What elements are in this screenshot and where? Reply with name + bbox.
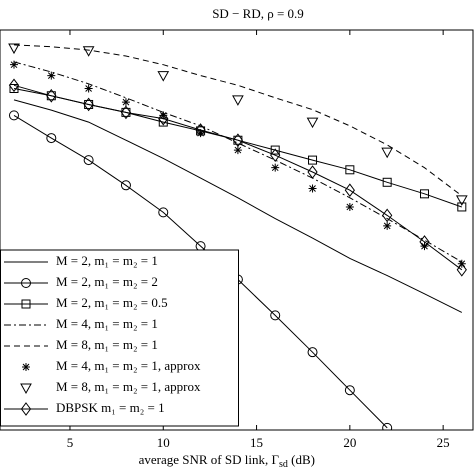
marker-diamond bbox=[232, 133, 244, 148]
marker-star bbox=[345, 202, 354, 211]
marker-square bbox=[457, 202, 467, 212]
marker-triangle bbox=[455, 195, 468, 206]
marker-star bbox=[271, 163, 280, 172]
legend-label: M = 8, m₁ = m₂ = 1, approx bbox=[56, 379, 201, 394]
marker-circle bbox=[8, 110, 19, 121]
legend-marker bbox=[22, 363, 30, 371]
marker-triangle bbox=[157, 71, 170, 82]
marker-circle bbox=[270, 310, 281, 321]
marker-square bbox=[270, 145, 280, 155]
marker-diamond bbox=[195, 123, 206, 137]
marker-star bbox=[9, 60, 18, 69]
marker-triangle bbox=[8, 43, 20, 55]
marker-diamond bbox=[158, 111, 169, 126]
marker-square bbox=[382, 177, 392, 187]
marker-star bbox=[383, 221, 392, 230]
marker-circle bbox=[307, 347, 318, 358]
chart-title: SD − RD, ρ = 0.9 bbox=[212, 6, 304, 21]
legend-marker bbox=[21, 278, 31, 288]
series bbox=[13, 99, 463, 313]
legend-label: DBPSK m₁ = m₂ = 1 bbox=[56, 400, 165, 415]
legend-box bbox=[0, 249, 239, 427]
marker-star bbox=[84, 84, 93, 93]
legend-label: M = 4, m₁ = m₂ = 1, approx bbox=[56, 358, 201, 373]
x-axis-label-sub: sd bbox=[279, 459, 288, 470]
marker-star bbox=[233, 146, 242, 155]
marker-star bbox=[420, 242, 429, 251]
x-tick-label: 5 bbox=[67, 435, 74, 450]
series-line bbox=[13, 114, 388, 429]
marker-circle bbox=[158, 207, 169, 218]
plot-frame bbox=[0, 29, 474, 431]
series-line bbox=[13, 44, 463, 197]
series bbox=[13, 44, 463, 197]
marker-circle bbox=[46, 133, 57, 144]
marker-triangle bbox=[306, 117, 319, 129]
x-axis-label-tail: (dB) bbox=[288, 452, 315, 467]
marker-diamond bbox=[419, 235, 430, 249]
x-tick-label: 25 bbox=[437, 435, 450, 450]
marker-diamond bbox=[456, 262, 467, 277]
x-tick-label: 15 bbox=[250, 435, 263, 450]
marker-circle bbox=[382, 422, 393, 430]
series-line bbox=[13, 61, 463, 263]
marker-square bbox=[308, 155, 318, 165]
marker-circle bbox=[83, 155, 94, 166]
marker-diamond bbox=[83, 97, 94, 112]
legend-marker bbox=[20, 402, 32, 416]
legend-label: M = 2, m₁ = m₂ = 1 bbox=[56, 253, 158, 268]
marker-circle bbox=[120, 180, 131, 191]
series-line bbox=[13, 99, 463, 313]
marker-diamond bbox=[46, 88, 57, 103]
marker-square bbox=[9, 84, 19, 94]
legend-label: M = 8, m₁ = m₂ = 1 bbox=[56, 337, 158, 352]
marker-diamond bbox=[120, 105, 132, 120]
legend-label: M = 4, m₁ = m₂ = 1 bbox=[56, 316, 158, 331]
legend-label: M = 2, m₁ = m₂ = 2 bbox=[56, 274, 158, 289]
marker-diamond bbox=[344, 183, 355, 198]
series bbox=[8, 43, 468, 206]
marker-star bbox=[159, 111, 168, 120]
legend-marker bbox=[21, 299, 31, 309]
marker-diamond bbox=[307, 165, 318, 179]
marker-diamond bbox=[270, 148, 281, 163]
legend-marker bbox=[20, 383, 32, 395]
x-tick-label: 10 bbox=[157, 435, 170, 450]
series bbox=[8, 78, 467, 277]
x-axis-label-main: average SNR of SD link, Γ bbox=[139, 452, 280, 467]
series bbox=[13, 61, 463, 263]
marker-triangle bbox=[381, 147, 394, 159]
marker-star bbox=[196, 129, 205, 138]
x-axis-label: average SNR of SD link, Γsd (dB) bbox=[139, 452, 315, 470]
marker-diamond bbox=[8, 78, 20, 93]
marker-star bbox=[308, 184, 317, 193]
legend-label: M = 2, m₁ = m₂ = 0.5 bbox=[56, 295, 168, 310]
marker-star bbox=[47, 71, 56, 80]
marker-square bbox=[419, 189, 429, 199]
marker-diamond bbox=[382, 208, 393, 223]
marker-triangle bbox=[232, 95, 244, 106]
marker-circle bbox=[344, 385, 355, 396]
marker-triangle bbox=[82, 46, 95, 57]
marker-star bbox=[121, 98, 130, 107]
series-line bbox=[13, 84, 463, 271]
x-tick-label: 20 bbox=[343, 435, 356, 450]
marker-square bbox=[345, 165, 355, 175]
